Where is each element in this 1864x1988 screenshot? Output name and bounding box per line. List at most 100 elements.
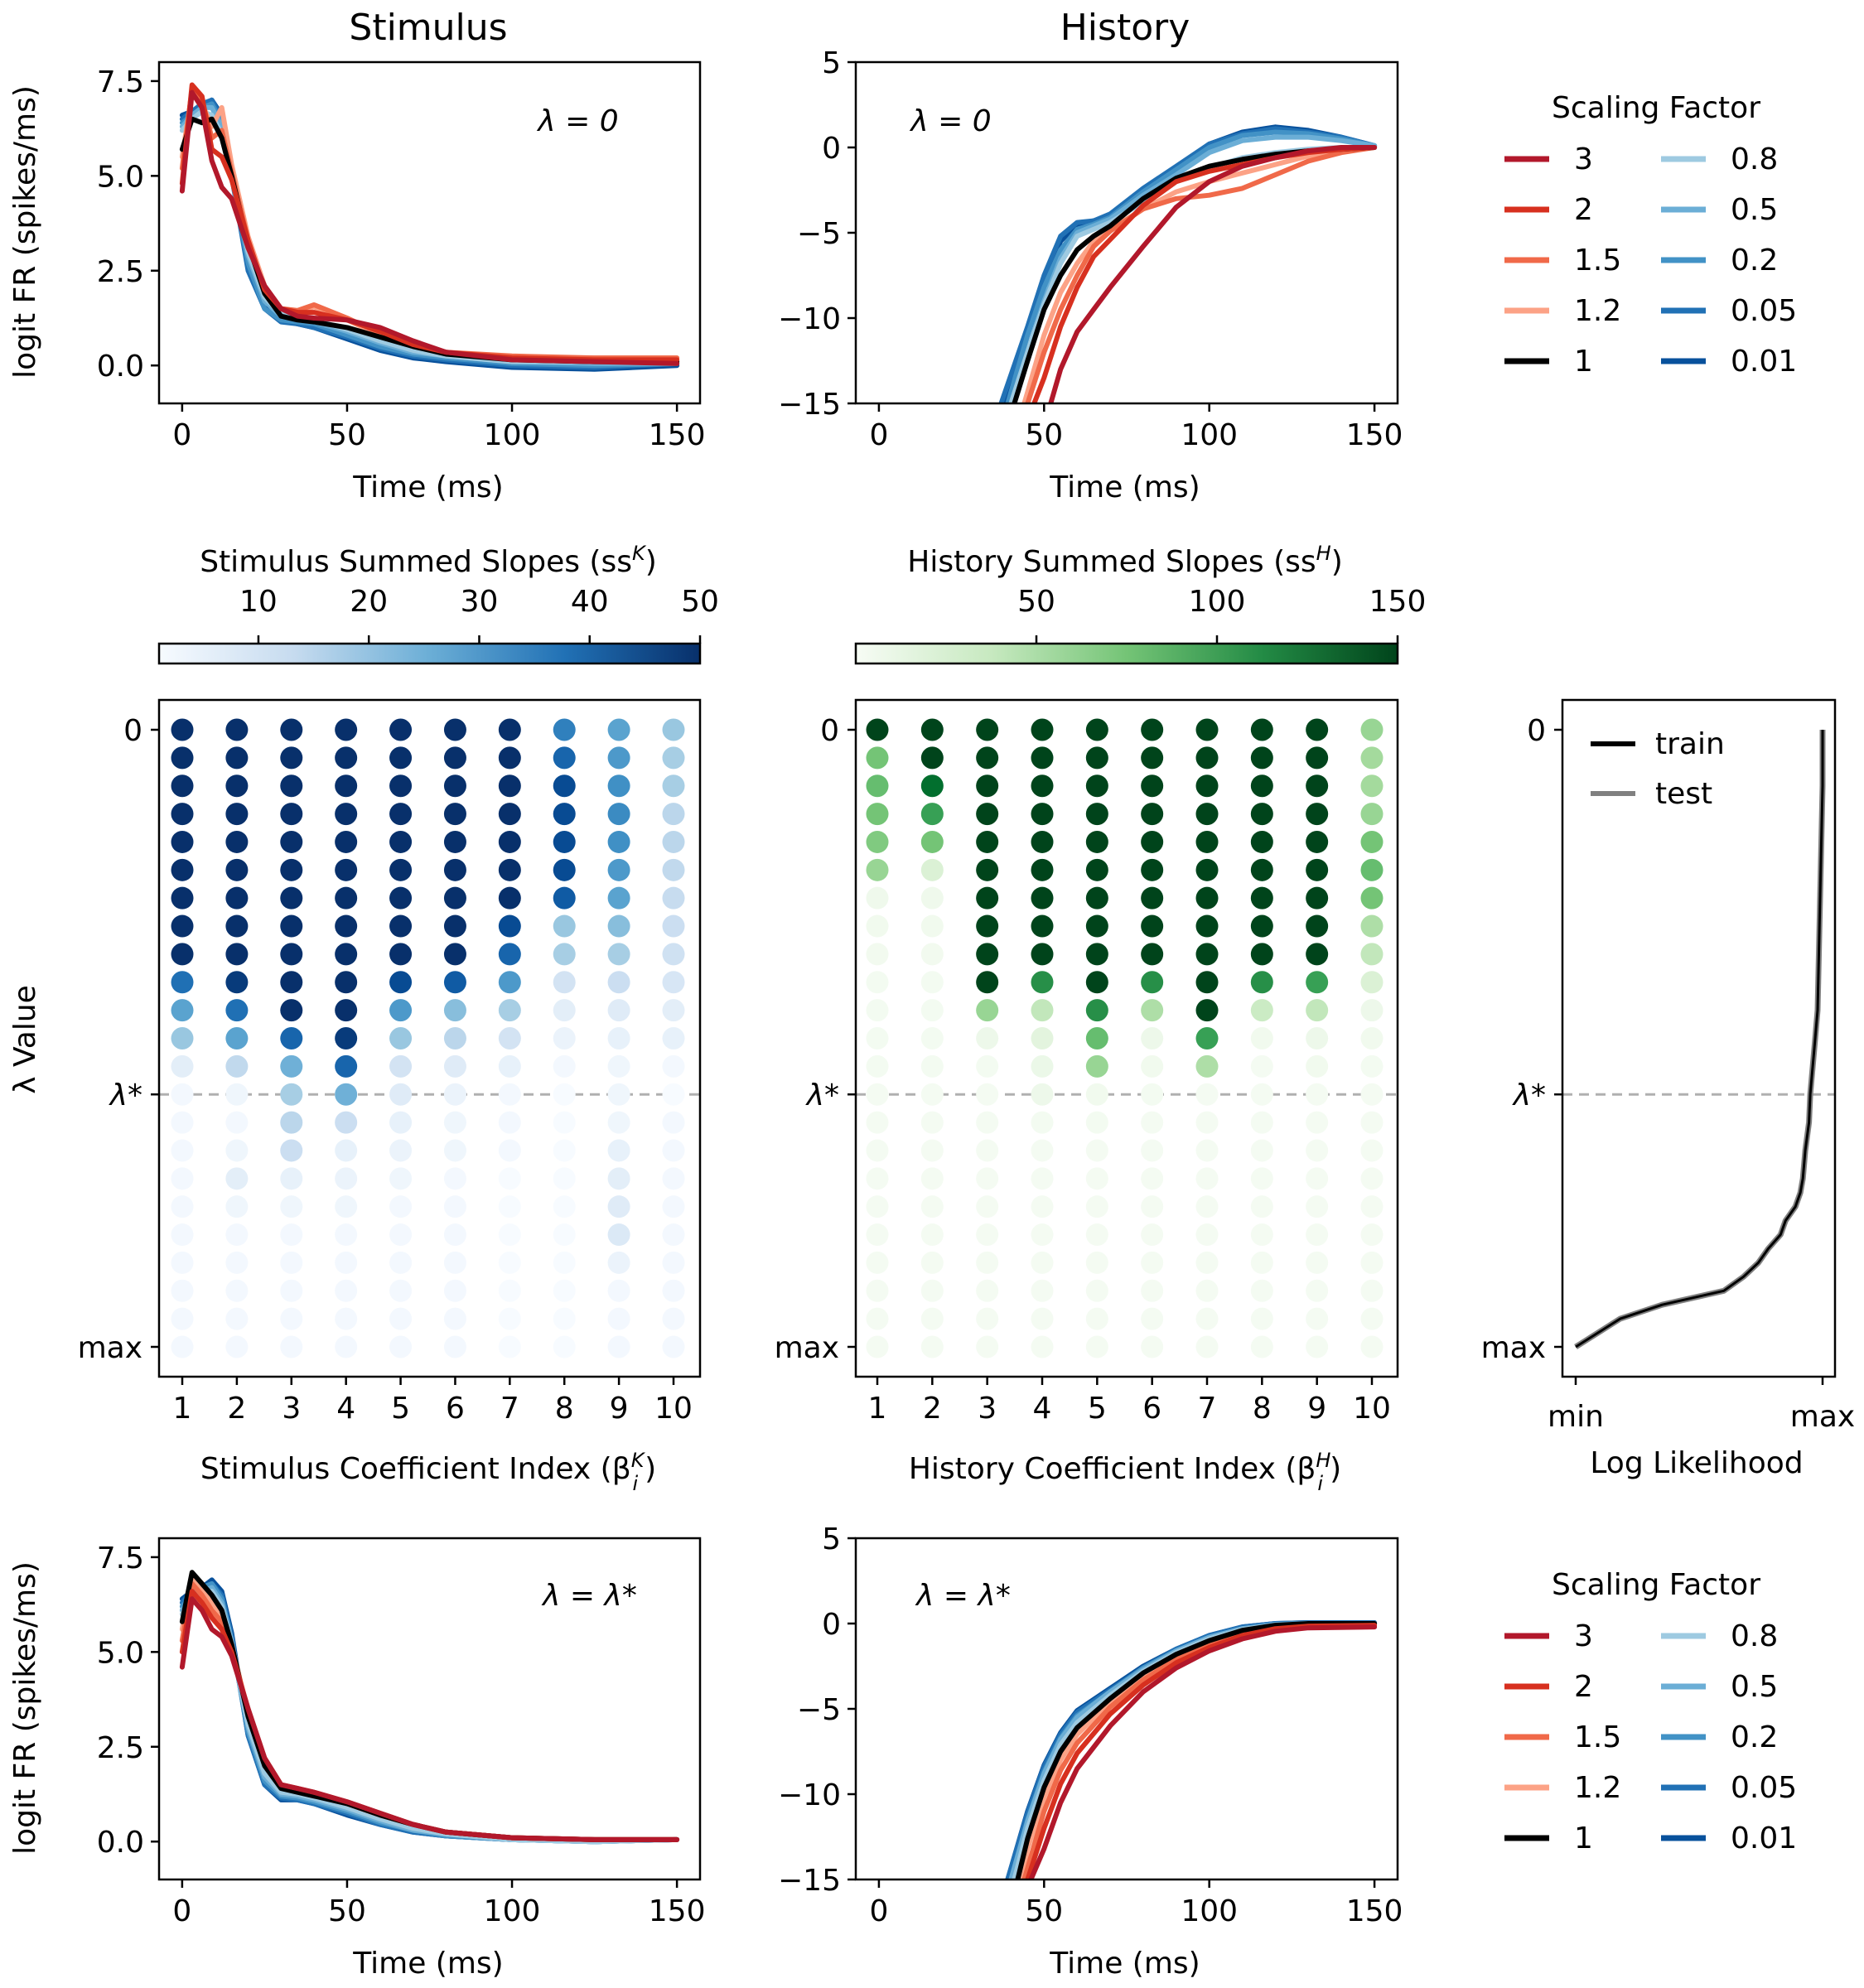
coefficient-dot (1085, 1083, 1108, 1106)
coefficient-dot (866, 1195, 889, 1218)
coefficient-dot (335, 886, 358, 910)
coefficient-dot (498, 914, 521, 938)
coefficient-dot (607, 1195, 630, 1218)
coefficient-dot (389, 1195, 413, 1218)
x-tick-label: 0 (869, 1894, 888, 1928)
coefficient-dot (662, 1307, 685, 1330)
coefficient-dot (553, 886, 576, 910)
coefficient-dot (498, 1139, 521, 1162)
coefficient-dot (171, 858, 194, 881)
coefficient-dot (335, 1307, 358, 1330)
coefficient-dot (1141, 1139, 1164, 1162)
coefficient-dot (1085, 886, 1108, 910)
stim-bottom-annotation: λ = λ* (541, 1579, 637, 1613)
legend-label: test (1655, 777, 1712, 811)
x-tick-label: 10 (654, 1392, 693, 1426)
legend-label: 1.2 (1574, 1771, 1621, 1805)
coefficient-dot (498, 1307, 521, 1330)
coefficient-dot (1360, 1139, 1384, 1162)
coefficient-dot (1306, 718, 1329, 741)
colorbar-tick-label: 100 (1189, 585, 1246, 619)
coefficient-dot (920, 1111, 944, 1134)
coefficient-dot (389, 1083, 413, 1106)
coefficient-dot (335, 914, 358, 938)
coefficient-dot (920, 943, 944, 966)
coefficient-dot (498, 1027, 521, 1049)
coefficient-dot (662, 1195, 685, 1218)
coefficient-dot (553, 1027, 576, 1049)
coefficient-dot (920, 830, 944, 853)
coefficient-dot (553, 1195, 576, 1218)
coefficient-dot (1085, 1167, 1108, 1190)
coefficient-dot (171, 1195, 194, 1218)
coefficient-dot (1195, 1167, 1219, 1190)
coefficient-dot (866, 1223, 889, 1247)
coefficient-dot (498, 1083, 521, 1106)
legend-label: 0.8 (1731, 142, 1778, 176)
coefficient-dot (866, 1251, 889, 1274)
coefficient-dot (607, 774, 630, 798)
coefficient-dot (280, 1083, 303, 1106)
coefficient-dot (1085, 718, 1108, 741)
coefficient-dot (607, 746, 630, 770)
coefficient-dot (1195, 1195, 1219, 1218)
coefficient-dot (498, 803, 521, 826)
x-tick-label: 100 (1181, 418, 1238, 452)
y-tick-label: 0 (822, 132, 841, 166)
coefficient-dot (866, 914, 889, 938)
coefficient-dot (280, 943, 303, 966)
coefficient-dot (443, 1307, 466, 1330)
y-tick-label: 0 (123, 714, 142, 748)
coefficient-dot (1195, 1139, 1219, 1162)
x-tick-label: 10 (1353, 1392, 1391, 1426)
stimulus-column-title: Stimulus (349, 7, 507, 49)
colorbar-tick-label: 30 (461, 585, 499, 619)
coefficient-dot (498, 971, 521, 994)
coefficient-dot (1141, 1027, 1164, 1049)
coefficient-dot (1306, 830, 1329, 853)
coefficient-dot (280, 803, 303, 826)
coefficient-dot (225, 830, 249, 853)
coefficient-dot (280, 1195, 303, 1218)
legend-label: 0.5 (1731, 193, 1778, 227)
coefficient-dot (280, 830, 303, 853)
coefficient-dot (1250, 1335, 1273, 1358)
coefficient-dot (607, 1083, 630, 1106)
axes-frame (854, 698, 1399, 1378)
coefficient-dot (1306, 1054, 1329, 1078)
coefficient-dot (443, 914, 466, 938)
coefficient-dot (1306, 914, 1329, 938)
y-tick-label: 5 (822, 1522, 841, 1556)
coefficient-dot (920, 1223, 944, 1247)
series-lines (1005, 1620, 1378, 1879)
series-line-3 (1048, 145, 1378, 403)
x-tick-label: 4 (1033, 1392, 1052, 1426)
coefficient-dot (1141, 1111, 1164, 1134)
coefficient-dot (607, 718, 630, 741)
legend-label: 0.2 (1731, 244, 1778, 277)
coefficient-dot (443, 1223, 466, 1247)
coefficient-dot (662, 1083, 685, 1106)
coefficient-dot (280, 858, 303, 881)
coefficient-dot (443, 858, 466, 881)
colorbar: 10 20 30 40 50 (157, 585, 719, 665)
coefficient-dot (498, 1111, 521, 1134)
coefficient-dot (225, 1195, 249, 1218)
series-line-0_2 (179, 101, 680, 369)
coefficient-dot (389, 1307, 413, 1330)
coefficient-dot (866, 1054, 889, 1078)
stim-coef-xlabel-close: ) (645, 1452, 656, 1486)
coefficient-dot (1085, 1139, 1108, 1162)
coefficient-dot (1141, 830, 1164, 853)
legend-label: 1 (1574, 345, 1593, 379)
coefficient-dot (443, 746, 466, 770)
coefficient-dot (1141, 943, 1164, 966)
coefficient-dot (920, 746, 944, 770)
coefficient-dot (389, 886, 413, 910)
coefficient-dot (335, 1111, 358, 1134)
coefficient-dot (1195, 858, 1219, 881)
coefficient-dot (498, 830, 521, 853)
coefficient-dot (662, 1223, 685, 1247)
coefficient-dot (1141, 1167, 1164, 1190)
